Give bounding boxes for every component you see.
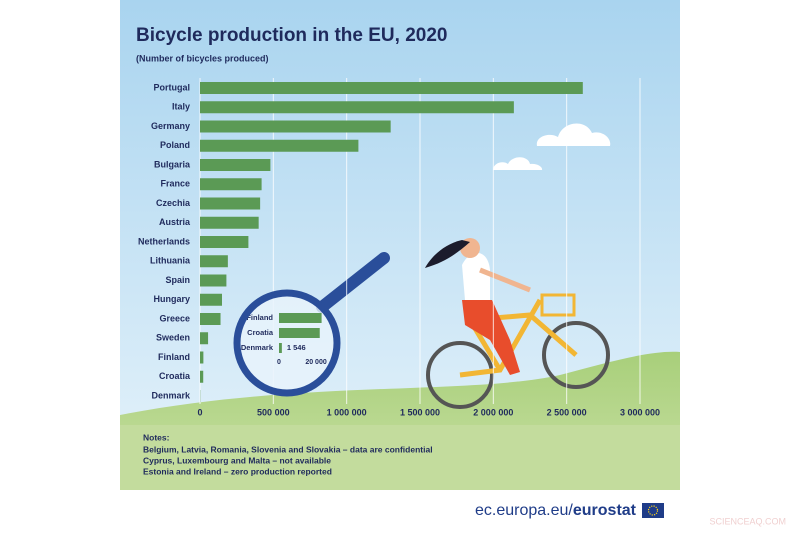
inset-label: Finland [246,313,273,322]
x-tick-label: 3 000 000 [620,407,660,417]
bar [200,140,358,152]
bar [200,352,203,364]
inset-label: Denmark [241,343,274,352]
bar [200,121,391,133]
x-tick-label: 2 500 000 [547,407,587,417]
watermark: SCIENCEAQ.COM [709,516,786,526]
y-tick-label: Spain [165,275,190,285]
inset-bar [279,313,322,323]
y-tick-label: Italy [172,102,190,112]
bar [200,82,583,94]
x-tick-label: 1 500 000 [400,407,440,417]
bar [200,178,262,190]
y-tick-label: Portugal [153,82,190,92]
inset-tick-label: 0 [277,359,281,366]
chart-title: Bicycle production in the EU, 2020 [136,25,447,46]
x-tick-label: 2 000 000 [473,407,513,417]
x-tick-label: 1 000 000 [327,407,367,417]
bar [200,332,208,344]
bar [200,198,260,210]
bar [200,236,248,248]
notes-heading: Notes: [143,432,170,442]
footer: ec.europa.eu/eurostat [475,502,637,519]
bar [200,294,222,306]
y-tick-label: Poland [160,140,190,150]
y-tick-label: Netherlands [138,236,190,246]
bar [200,255,228,267]
footer-brand: eurostat [573,502,637,519]
eu-flag [642,503,664,518]
y-tick-label: Germany [151,121,190,131]
x-tick-label: 0 [197,407,202,417]
y-tick-label: Greece [159,313,190,323]
y-tick-label: Finland [158,352,190,362]
bar [200,313,221,325]
bar [200,101,514,113]
note: Estonia and Ireland – zero production re… [143,466,332,476]
footer-site: ec.europa.eu/ [475,502,573,519]
inset-tick-label: 20 000 [305,359,327,366]
y-tick-label: Hungary [153,294,190,304]
y-tick-label: Bulgaria [154,159,191,169]
inset-bar [279,328,320,338]
y-tick-label: Czechia [156,198,191,208]
bar [200,275,226,287]
y-tick-label: Sweden [156,333,190,343]
note: Cyprus, Luxembourg and Malta – not avail… [143,455,331,465]
bar [200,371,203,383]
y-tick-label: Croatia [159,371,191,381]
inset-label: Croatia [247,328,274,337]
bar [200,217,259,229]
chart-subtitle: (Number of bicycles produced) [136,53,269,63]
y-tick-label: France [160,179,190,189]
x-tick-label: 500 000 [257,407,290,417]
y-tick-label: Lithuania [150,256,191,266]
y-tick-label: Denmark [151,390,191,400]
bar [200,159,270,171]
inset-value-label: 1 546 [287,343,306,352]
inset-bar [279,343,282,353]
note: Belgium, Latvia, Romania, Slovenia and S… [143,444,433,454]
y-tick-label: Austria [159,217,191,227]
